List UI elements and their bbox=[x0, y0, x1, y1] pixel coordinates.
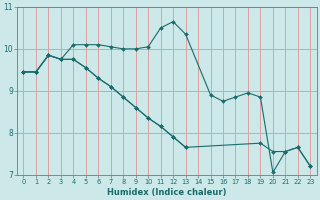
X-axis label: Humidex (Indice chaleur): Humidex (Indice chaleur) bbox=[107, 188, 227, 197]
